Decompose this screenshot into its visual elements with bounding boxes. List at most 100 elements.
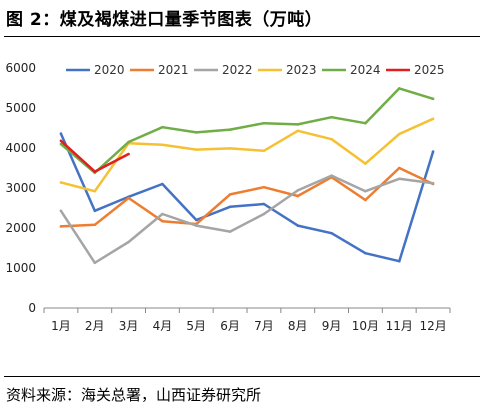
data-point-2024	[330, 115, 333, 119]
data-point-2020	[161, 182, 164, 186]
data-point-2020	[262, 202, 266, 206]
title-divider	[4, 36, 480, 37]
x-tick-label: 1月	[51, 319, 71, 333]
data-point-2023	[93, 189, 97, 193]
series-layer	[59, 87, 435, 265]
data-point-2021	[262, 185, 266, 189]
legend-item-2021: 2021	[130, 63, 189, 77]
data-point-2020	[228, 205, 232, 209]
data-point-2022	[330, 174, 333, 177]
y-tick-label: 1000	[5, 261, 36, 275]
line-chart: 2020 2021 2022 2023 2024 2025 0 1000 2000 3000 40…	[5, 61, 451, 333]
x-tick-label: 3月	[119, 319, 139, 333]
data-point-2024	[262, 121, 266, 125]
legend-item-2020: 2020	[66, 63, 125, 77]
data-point-2024	[296, 123, 300, 126]
data-point-2025	[127, 152, 130, 156]
data-point-2021	[161, 219, 164, 223]
series-line-2024	[60, 87, 434, 175]
data-point-2023	[194, 148, 198, 151]
legend-item-2022: 2022	[194, 63, 253, 77]
data-point-2022	[194, 224, 198, 227]
y-tick-label: 6000	[5, 61, 36, 75]
legend-item-2023: 2023	[258, 63, 317, 77]
data-point-2023	[228, 147, 232, 150]
data-point-2022	[228, 230, 232, 233]
series-line-2021	[60, 166, 434, 228]
series-line-2022	[59, 174, 434, 265]
data-point-2021	[93, 223, 97, 227]
figure-source: 资料来源：海关总署，山西证券研究所	[6, 386, 262, 404]
x-axis: 1月 2月 3月 4月 5月 6月 7月 8月 9月 10月 11月 12月	[43, 307, 451, 333]
legend-label: 2025	[414, 63, 445, 77]
x-tick-label: 5月	[186, 319, 206, 333]
legend-label: 2020	[94, 63, 125, 77]
y-tick-label: 4000	[5, 141, 36, 155]
x-tick-label: 4月	[153, 319, 173, 333]
data-point-2021	[59, 225, 63, 228]
x-tick-label: 6月	[220, 319, 240, 333]
data-point-2022	[364, 189, 367, 193]
series-line-2020	[59, 133, 435, 263]
data-point-2020	[296, 224, 300, 227]
data-point-2022	[397, 177, 401, 181]
data-point-2025	[59, 139, 63, 143]
figure-title: 图 2：煤及褐煤进口量季节图表（万吨）	[6, 10, 323, 30]
data-point-2024	[59, 142, 63, 146]
data-point-2024	[431, 97, 435, 101]
data-point-2023	[296, 129, 300, 133]
chart-legend: 2020 2021 2022 2023 2024 2025	[66, 63, 445, 77]
data-point-2021	[397, 166, 401, 170]
data-point-2023	[161, 143, 164, 147]
x-tick-label: 2月	[85, 319, 105, 333]
data-point-2022	[59, 209, 63, 213]
y-tick-label: 5000	[5, 101, 36, 115]
data-point-2023	[330, 137, 333, 141]
legend-label: 2022	[222, 63, 253, 77]
x-tick-label: 7月	[254, 319, 274, 333]
legend-label: 2023	[286, 63, 317, 77]
legend-item-2024: 2024	[322, 63, 381, 77]
data-point-2021	[364, 198, 367, 202]
data-point-2024	[127, 140, 130, 144]
data-point-2024	[161, 125, 164, 129]
legend-label: 2024	[350, 63, 381, 77]
data-point-2021	[296, 194, 300, 198]
data-point-2023	[364, 162, 367, 165]
data-point-2024	[228, 128, 232, 131]
data-point-2025	[93, 170, 97, 173]
data-point-2020	[93, 209, 97, 213]
y-axis: 0 1000 2000 3000 4000 5000 6000	[5, 61, 36, 315]
data-point-2020	[397, 259, 401, 263]
data-point-2022	[127, 240, 130, 244]
data-point-2021	[127, 196, 130, 200]
data-point-2022	[431, 181, 435, 185]
x-tick-label: 11月	[386, 319, 413, 333]
y-tick-label: 2000	[5, 221, 36, 235]
data-point-2022	[262, 212, 266, 216]
data-point-2020	[59, 132, 63, 135]
data-point-2024	[194, 131, 198, 134]
data-point-2021	[228, 193, 232, 196]
data-point-2023	[59, 181, 63, 184]
data-point-2020	[431, 150, 435, 153]
data-point-2022	[296, 189, 300, 192]
data-point-2023	[431, 117, 435, 121]
data-point-2024	[364, 121, 367, 125]
source-divider	[4, 376, 480, 377]
x-tick-label: 8月	[288, 319, 308, 333]
data-point-2023	[397, 132, 401, 136]
data-point-2022	[161, 212, 164, 216]
legend-item-2025: 2025	[386, 63, 445, 77]
data-point-2024	[397, 87, 401, 90]
y-tick-label: 0	[28, 301, 36, 315]
data-point-2020	[330, 231, 333, 235]
legend-label: 2021	[158, 63, 189, 77]
data-point-2020	[194, 218, 198, 222]
x-tick-label: 10月	[352, 319, 379, 333]
x-tick-label: 9月	[322, 319, 342, 333]
data-point-2023	[262, 149, 266, 153]
x-tick-label: 12月	[419, 319, 446, 333]
y-tick-label: 3000	[5, 181, 36, 195]
series-line-2023	[60, 117, 434, 193]
